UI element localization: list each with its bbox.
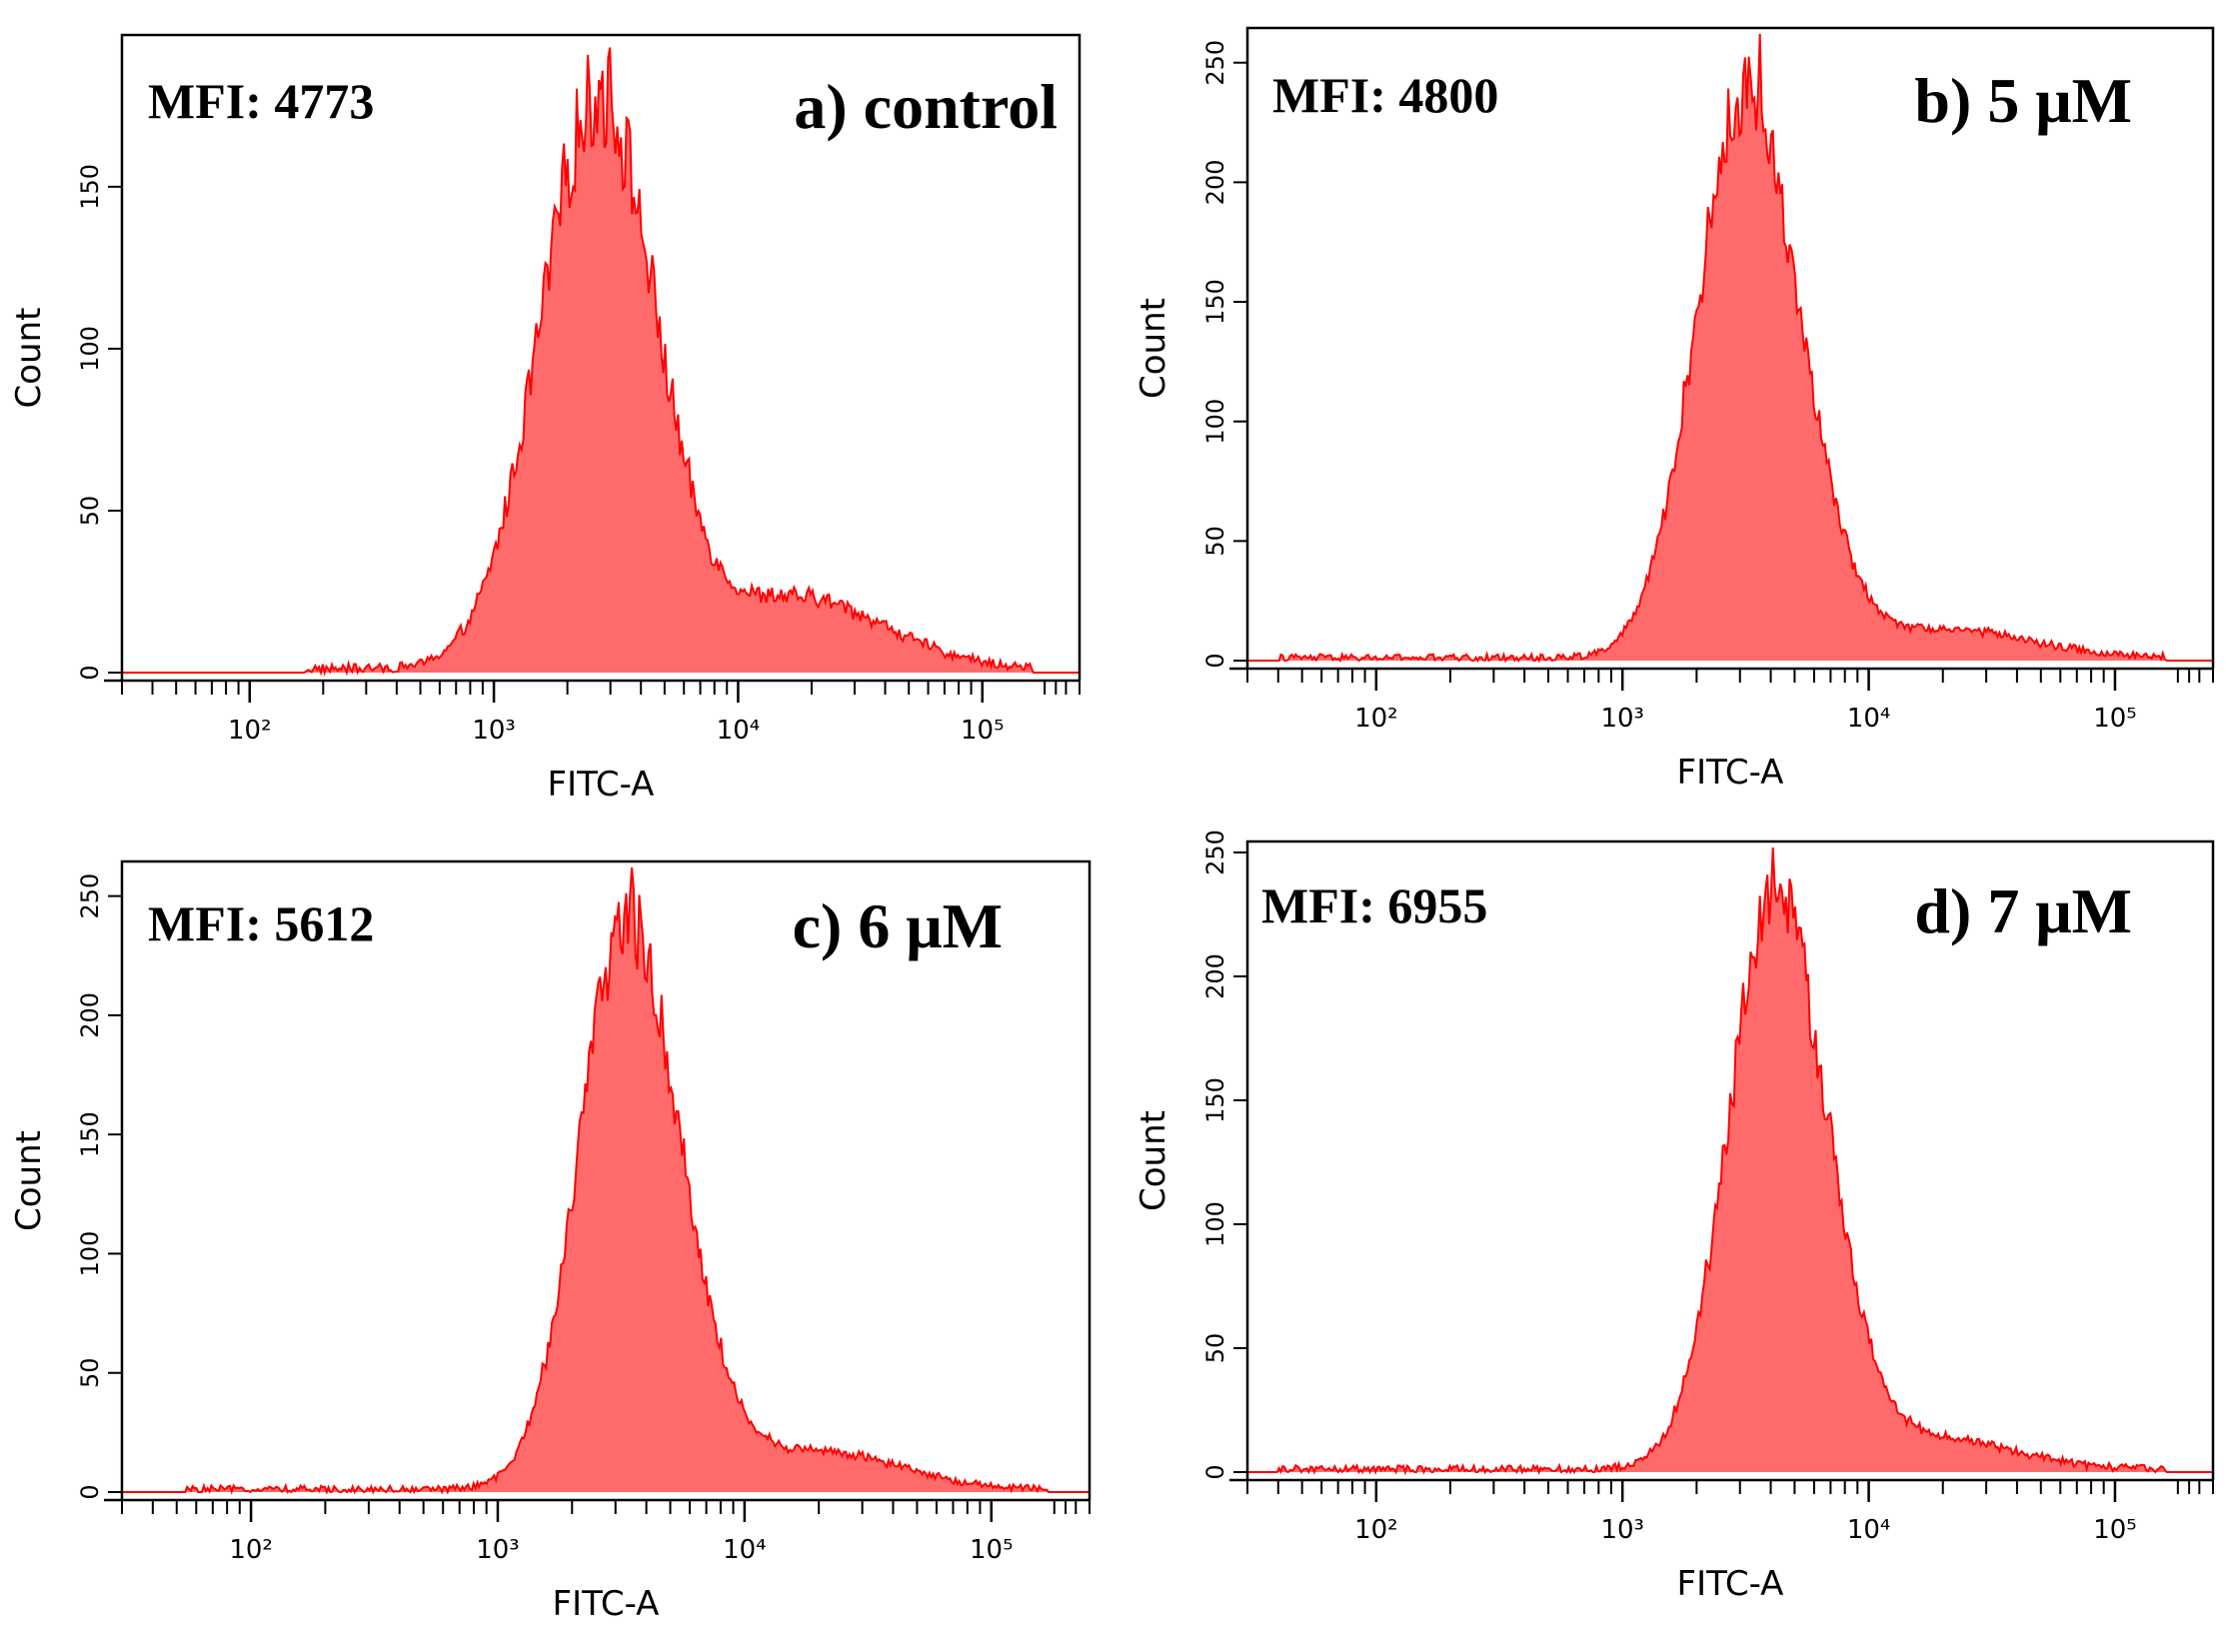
x-tick-label: 10⁵: [970, 1535, 1014, 1565]
y-tick-label: 250: [1201, 829, 1229, 875]
y-axis-label: Count: [9, 1130, 49, 1231]
histogram-fill: [1247, 847, 2213, 1472]
x-tick-label: 10³: [1600, 1515, 1644, 1545]
x-tick-label: 10²: [1354, 704, 1398, 734]
histogram-outline: [1247, 846, 2213, 1476]
histogram-panel-3: 0 50 100 150 200 250 Count 10² 10³ 10⁴ 10⁵ FITC-A MF…: [9, 859, 1092, 1624]
x-axis-label: FITC-A: [548, 765, 655, 805]
y-tick-label: 0: [1201, 653, 1229, 668]
panel-label: d) 7 μM: [1914, 875, 2132, 946]
mfi-annotation: MFI: 4800: [1272, 67, 1498, 123]
y-tick-label: 0: [76, 1484, 104, 1499]
x-axis-label: FITC-A: [1677, 1564, 1784, 1604]
histogram-fill: [122, 867, 1090, 1492]
y-tick-label: 200: [76, 992, 104, 1038]
mfi-annotation: MFI: 6955: [1261, 877, 1487, 933]
y-tick-label: 100: [76, 1231, 104, 1277]
y-tick-label: 250: [76, 873, 104, 919]
y-tick-label: 200: [1201, 159, 1229, 205]
histogram-panel-2: 0 50 100 150 200 250 Count 10² 10³ 10⁴ 10⁵ FITC-A MF…: [1133, 26, 2215, 793]
x-tick-label: 10⁴: [1847, 1515, 1891, 1545]
histogram-fill: [122, 47, 1080, 673]
plot-frame: [1245, 26, 2215, 669]
y-tick-label: 50: [1201, 526, 1229, 557]
y-tick-label: 0: [76, 665, 104, 680]
x-tick-label: 10²: [229, 1535, 273, 1565]
y-tick-label: 0: [1201, 1464, 1229, 1479]
y-tick-label: 250: [1201, 40, 1229, 86]
mfi-annotation: MFI: 4773: [148, 73, 374, 129]
y-axis-label: Count: [1133, 298, 1173, 399]
y-tick-label: 50: [76, 1357, 104, 1388]
y-axis-label: Count: [1133, 1110, 1173, 1211]
x-tick-label: 10⁵: [2093, 704, 2137, 734]
y-tick-label: 100: [1201, 1201, 1229, 1247]
y-tick-label: 150: [76, 164, 104, 210]
x-tick-label: 10³: [476, 1535, 520, 1565]
histogram-outline: [122, 866, 1090, 1495]
x-tick-label: 10⁴: [717, 716, 761, 746]
y-tick-label: 150: [76, 1111, 104, 1157]
x-axis-label: FITC-A: [1677, 753, 1784, 793]
histogram-fill: [1247, 34, 2213, 661]
panel-label: b) 5 μM: [1914, 65, 2132, 136]
plot-frame: [120, 33, 1082, 681]
y-tick-label: 150: [1201, 279, 1229, 325]
histogram-panel-4: 0 50 100 150 200 250 Count 10² 10³ 10⁴ 10⁵ FITC-A MF…: [1133, 829, 2215, 1604]
histogram-outline: [1247, 33, 2213, 664]
y-tick-label: 200: [1201, 953, 1229, 999]
x-tick-label: 10⁴: [1847, 704, 1891, 734]
x-tick-label: 10²: [1354, 1515, 1398, 1545]
x-tick-label: 10³: [1600, 704, 1644, 734]
plot-frame: [120, 859, 1092, 1500]
histogram-outline: [122, 47, 1080, 677]
histogram-panel-1: 0 50 100 150 Count 10² 10³ 10⁴ 10⁵ FITC-A MFI: 477…: [9, 33, 1082, 805]
x-tick-label: 10²: [228, 716, 272, 746]
y-tick-label: 100: [1201, 399, 1229, 445]
panel-label: c) 6 μM: [793, 890, 1003, 961]
y-tick-label: 50: [1201, 1333, 1229, 1364]
y-axis-label: Count: [9, 308, 49, 409]
x-axis-label: FITC-A: [553, 1584, 660, 1624]
plot-frame: [1245, 839, 2215, 1480]
y-tick-label: 50: [76, 496, 104, 527]
mfi-annotation: MFI: 5612: [148, 895, 374, 951]
y-tick-label: 150: [1201, 1077, 1229, 1123]
x-tick-label: 10⁵: [961, 716, 1005, 746]
x-tick-label: 10⁴: [723, 1535, 767, 1565]
panel-label: a) control: [794, 71, 1058, 142]
y-tick-label: 100: [76, 326, 104, 372]
x-tick-label: 10⁵: [2093, 1515, 2137, 1545]
x-tick-label: 10³: [472, 716, 516, 746]
